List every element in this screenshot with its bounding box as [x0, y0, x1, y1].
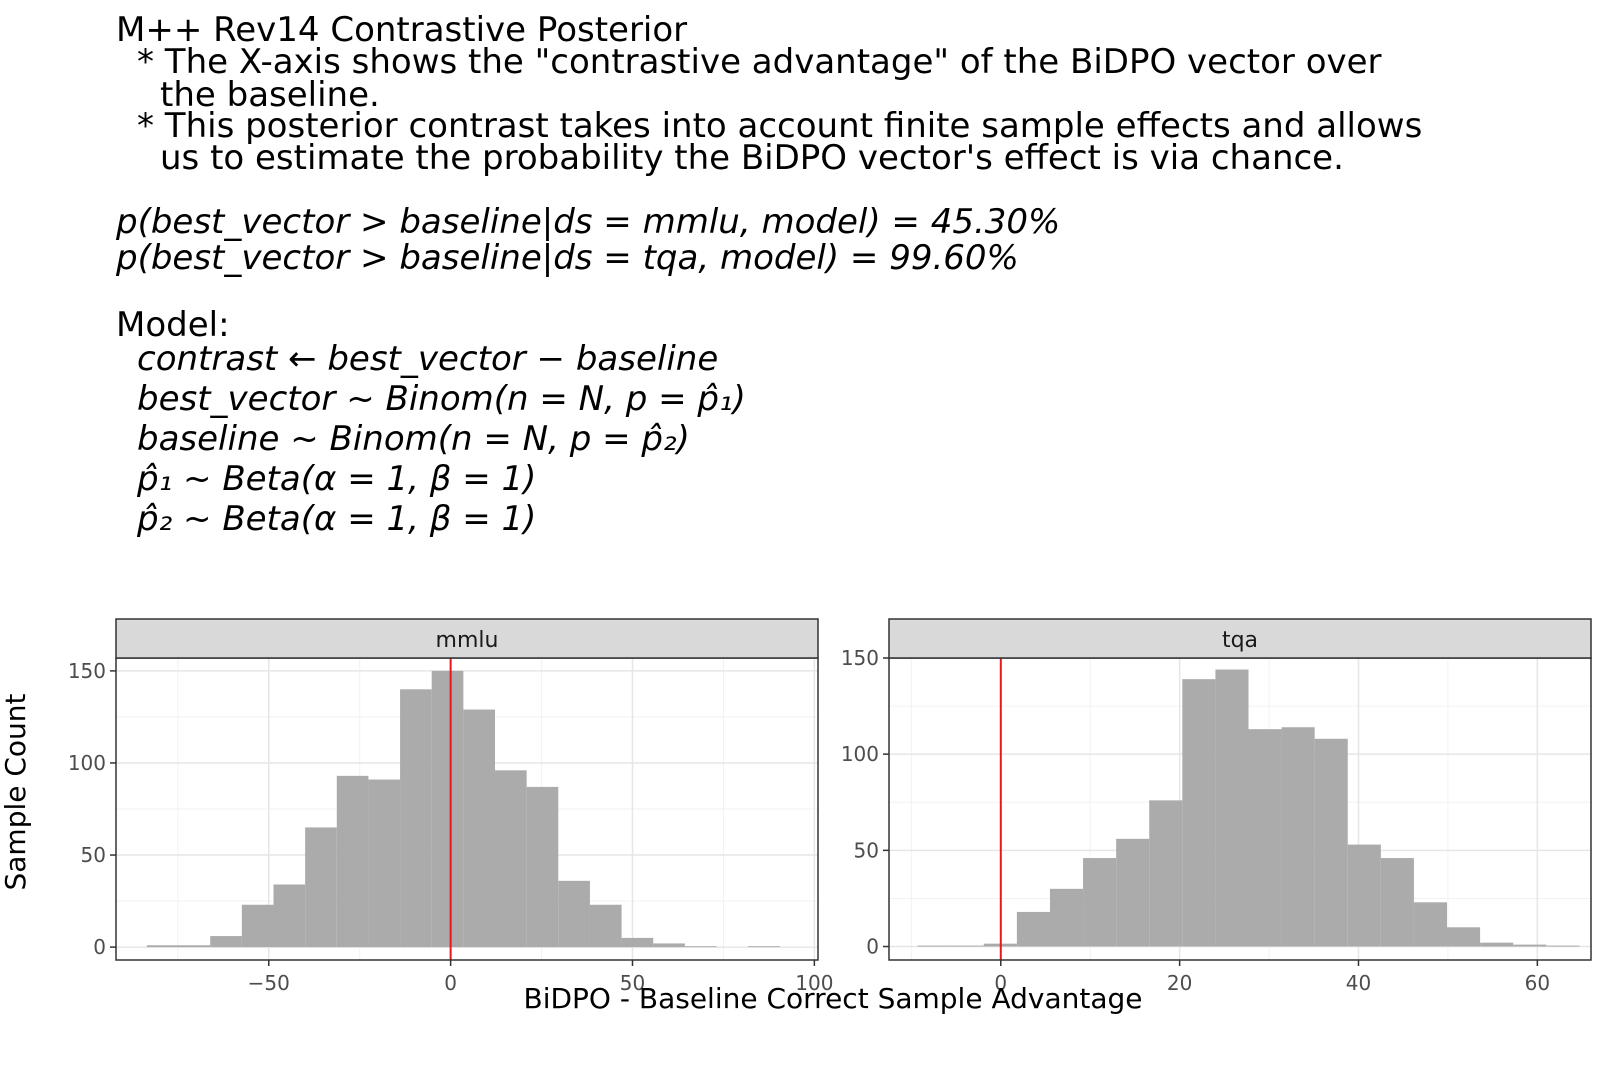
histogram-bar [1248, 729, 1282, 947]
histogram-bar [336, 775, 369, 948]
note-1-line-2: the baseline. [160, 75, 380, 115]
y-tick-label: 100 [841, 742, 879, 766]
x-tick-label: 100 [795, 971, 833, 995]
model-line-p1-prior: p̂₁ ~ Beta(α = 1, β = 1) [137, 459, 537, 499]
histogram-bar [1380, 858, 1414, 947]
histogram-bar [558, 880, 590, 948]
histogram-bar [146, 945, 179, 948]
model-line-best-vector: best_vector ~ Binom(n = N, p = p̂₁) [137, 379, 746, 419]
histogram-bar [1413, 902, 1448, 947]
histogram-bar [1182, 679, 1216, 947]
chart-title: M++ Rev14 Contrastive Posterior [116, 10, 688, 50]
histogram-bar [210, 936, 242, 948]
y-tick-label: 0 [866, 935, 879, 959]
histogram-bar [305, 827, 337, 948]
probability-mmlu: p(best_vector > baseline|ds = mmlu, mode… [116, 202, 1061, 242]
histogram-bar [431, 670, 464, 948]
y-tick-label: 150 [841, 646, 879, 670]
histogram-bar [917, 945, 951, 947]
y-tick-label: 0 [93, 935, 106, 959]
facet-strip [115, 618, 819, 659]
histogram-bar [1149, 800, 1183, 947]
y-tick-label: 50 [81, 843, 106, 867]
histogram-bar [1049, 888, 1084, 947]
model-line-p2-prior: p̂₂ ~ Beta(α = 1, β = 1) [137, 499, 537, 539]
x-tick-label: 0 [994, 971, 1007, 995]
histogram-bar [495, 770, 527, 948]
x-tick-label: 40 [1346, 971, 1371, 995]
histogram-bar [526, 786, 559, 948]
histogram-bar [1513, 944, 1547, 947]
histogram-bar [684, 946, 717, 948]
model-label: Model: [116, 305, 230, 345]
histogram-bar [1480, 942, 1514, 947]
x-tick-label: 0 [444, 971, 457, 995]
y-axis-title: Sample Count [0, 693, 32, 890]
panel-tqa: tqa 0 20 40 60 0 50 100 150 [841, 618, 1592, 995]
histogram-bar [400, 689, 432, 948]
histogram-bar [1215, 669, 1249, 947]
y-tick-label: 100 [68, 751, 106, 775]
histogram-bar [463, 709, 496, 948]
histogram-bar [1347, 844, 1381, 947]
histogram-bar [589, 904, 622, 948]
note-2-line-1: * This posterior contrast takes into acc… [137, 106, 1423, 146]
x-tick-label: −50 [248, 971, 290, 995]
note-1-line-1: * The X-axis shows the "contrastive adva… [137, 42, 1382, 82]
facet-strip [888, 618, 1592, 659]
note-2-line-2: us to estimate the probability the BiDPO… [160, 138, 1344, 178]
header-annotation: M++ Rev14 Contrastive Posterior * The X-… [116, 10, 1423, 539]
model-line-contrast: contrast ← best_vector − baseline [137, 339, 719, 379]
histogram-bar [950, 945, 984, 947]
histogram-bar [178, 945, 211, 948]
x-tick-label: 60 [1525, 971, 1550, 995]
histogram-bar [653, 943, 685, 948]
histogram-bar [748, 946, 780, 948]
histogram-bar [1016, 911, 1050, 947]
model-line-baseline: baseline ~ Binom(n = N, p = p̂₂) [137, 419, 690, 459]
x-tick-label: 50 [620, 971, 645, 995]
x-tick-label: 20 [1167, 971, 1192, 995]
histogram-bar [621, 937, 654, 948]
facet-strip-label: mmlu [436, 628, 499, 653]
probability-tqa: p(best_vector > baseline|ds = tqa, model… [116, 238, 1019, 278]
facet-strip-label: tqa [1222, 628, 1258, 653]
histogram-bar [241, 904, 274, 948]
histogram-bar [273, 884, 306, 948]
x-axis-title: BiDPO - Baseline Correct Sample Advantag… [523, 982, 1142, 1015]
histogram-bar [1083, 858, 1117, 947]
histogram-bar [1281, 727, 1315, 947]
histogram-bar [1447, 927, 1481, 947]
y-tick-label: 50 [854, 838, 879, 862]
histogram-bar [368, 779, 401, 948]
histogram-bar [1116, 838, 1150, 947]
panel-mmlu: mmlu −50 0 50 100 0 50 100 150 [68, 618, 833, 995]
y-tick-label: 150 [68, 659, 106, 683]
histogram-bar [1314, 738, 1348, 947]
histogram-bar [1546, 945, 1580, 947]
